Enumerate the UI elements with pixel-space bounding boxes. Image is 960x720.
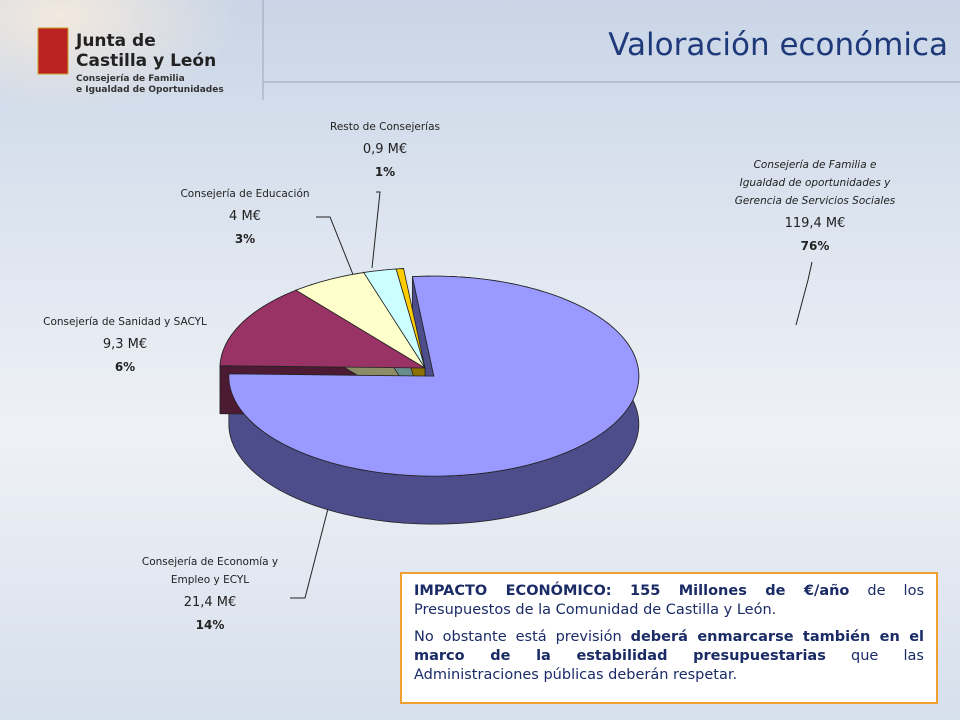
category-label: Consejería de Educación (180, 188, 309, 200)
title: Valoración económica (608, 27, 948, 63)
category-label: Resto de Consejerías (330, 121, 440, 133)
logo-text: Castilla y León (76, 51, 216, 71)
note-text: IMPACTO ECONÓMICO: (414, 583, 631, 599)
value-label: 21,4 M€ (184, 595, 237, 610)
category-label: Igualdad de oportunidades y (740, 177, 892, 189)
slice (295, 272, 426, 369)
category-label: Consejería de Sanidad y SACYL (43, 316, 207, 328)
note-text: de los Presupuestos de la Comunidad de C… (414, 583, 924, 618)
logo-sub: e Igualdad de Oportunidades (76, 85, 224, 95)
category-label: Consejería de Economía y (142, 556, 278, 568)
percentage-label: 6% (115, 360, 135, 374)
value-label: 0,9 M€ (363, 142, 407, 157)
logo-sub: Consejería de Familia (76, 74, 185, 84)
value-label: 4 M€ (229, 209, 261, 224)
category-label: Empleo y ECYL (171, 574, 249, 586)
category-label: Consejería de Familia e (754, 159, 877, 171)
note-box: IMPACTO ECONÓMICO: 155 Millones de €/año… (400, 572, 938, 704)
slice (363, 268, 426, 369)
decor (0, 0, 300, 160)
note-text: 155 Millones de €/año (630, 583, 850, 599)
slice (219, 289, 427, 369)
logo-shield (37, 27, 69, 75)
percentage-label: 76% (801, 239, 830, 253)
note-text: No obstante está previsión (414, 629, 631, 645)
leader-line (316, 216, 357, 283)
value-label: 119,4 M€ (785, 216, 846, 231)
percentage-label: 14% (196, 618, 225, 632)
leader-line (371, 191, 381, 269)
note-text: que las Administraciones públicas deberá… (414, 648, 924, 683)
slice (395, 268, 426, 369)
category-label: Gerencia de Servicios Sociales (735, 195, 896, 207)
slice (228, 275, 640, 477)
percentage-label: 3% (235, 232, 255, 246)
note-paragraph: IMPACTO ECONÓMICO: 155 Millones de €/año… (414, 582, 924, 620)
note-text: deberá enmarcarse también en el marco de… (414, 629, 924, 664)
percentage-label: 1% (375, 165, 395, 179)
logo-text: Junta de (75, 31, 156, 51)
leader-line (795, 261, 813, 326)
note-paragraph: No obstante está previsión deberá enmarc… (414, 628, 924, 685)
value-label: 9,3 M€ (103, 337, 147, 352)
